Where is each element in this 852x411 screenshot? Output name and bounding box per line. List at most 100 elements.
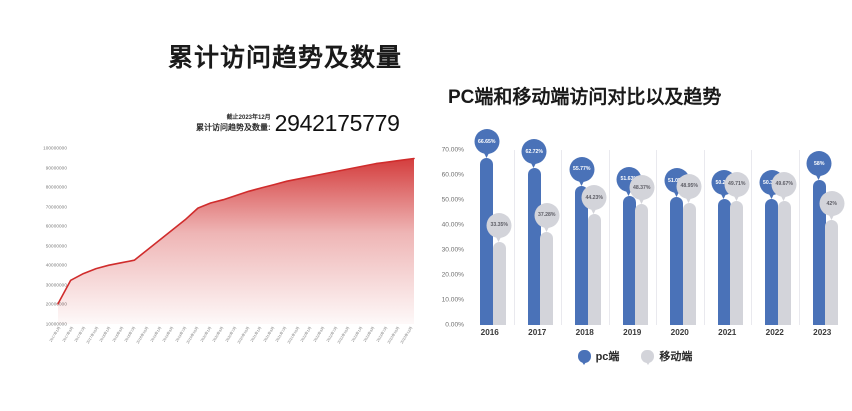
data-label-mobile: 48.37% xyxy=(629,175,655,205)
y-axis-tick: 70.00% xyxy=(441,146,464,154)
x-axis-tick: 2017年10月 xyxy=(85,326,100,345)
y-axis-tick: 90000000 xyxy=(45,165,67,171)
bar-mobile[interactable] xyxy=(587,214,601,325)
x-axis-tick: 2021年1月 xyxy=(250,326,263,343)
x-axis-tick: 2022年1月 xyxy=(300,326,313,343)
x-axis-tick: 2019年4月 xyxy=(162,326,175,343)
x-axis-tick: 2018年1月 xyxy=(99,326,112,343)
x-axis-tick: 2020 xyxy=(670,328,689,337)
x-axis-tick: 2016 xyxy=(480,328,499,337)
chart-legend: pc端 移动端 xyxy=(418,348,852,365)
right-chart-title: PC端和移动端访问对比以及趋势 xyxy=(448,87,722,108)
y-axis-tick: 70000000 xyxy=(45,204,67,210)
y-axis-tick: 30.00% xyxy=(441,246,464,254)
x-axis-tick: 2021年10月 xyxy=(286,326,301,345)
kpi-sublabel: 截止2023年12月 xyxy=(226,115,271,121)
data-label-mobile: 48.95% xyxy=(676,173,702,203)
y-axis-tick: 60.00% xyxy=(441,171,464,179)
bar-mobile[interactable] xyxy=(540,231,554,325)
legend-label: pc端 xyxy=(595,351,620,363)
grid-line xyxy=(656,150,657,325)
legend-marker-mobile-icon xyxy=(641,349,655,365)
data-label-pc: 58% xyxy=(806,151,832,180)
bar-pc[interactable] xyxy=(480,158,494,325)
bar-pc[interactable] xyxy=(812,180,826,325)
kpi-label: 累计访问趋势及数量: xyxy=(196,123,271,132)
y-axis-tick: 50.00% xyxy=(441,196,464,204)
data-label-mobile: 42% xyxy=(819,191,845,220)
left-chart-y-axis: 100000000 90000000 80000000 70000000 6000000… xyxy=(22,145,67,327)
legend-marker-pc-icon xyxy=(577,349,591,365)
y-axis-tick: 80000000 xyxy=(45,184,67,190)
legend-label: 移动端 xyxy=(659,351,693,363)
bar-mobile[interactable] xyxy=(635,204,649,325)
x-axis-tick: 2022年4月 xyxy=(312,326,326,343)
bar-mobile[interactable] xyxy=(682,202,696,325)
kpi-block: 截止2023年12月 累计访问趋势及数量: 2942175779 xyxy=(196,112,400,135)
bar-pc[interactable] xyxy=(670,197,684,325)
bar-mobile[interactable] xyxy=(777,200,791,325)
data-label-pc: 55.77% xyxy=(569,156,595,186)
right-chart-x-axis: 2016 2017 2018 2019 2020 2021 2022 2023 xyxy=(418,328,852,344)
grid-line xyxy=(798,150,800,325)
kpi-label-group: 截止2023年12月 累计访问趋势及数量: xyxy=(196,114,271,135)
bar-pc[interactable] xyxy=(765,199,779,325)
bar-mobile[interactable] xyxy=(825,220,839,325)
bar-pc[interactable] xyxy=(622,195,636,325)
y-axis-tick: 40000000 xyxy=(45,262,67,268)
legend-item[interactable]: pc端 xyxy=(577,348,620,365)
y-axis-tick: 10000000 xyxy=(45,321,67,327)
data-label-pc: 62.72% xyxy=(521,139,547,169)
kpi-value: 2942175779 xyxy=(274,110,400,136)
data-label-mobile: 37.28% xyxy=(534,202,560,232)
data-label-mobile: 33.35% xyxy=(486,212,512,242)
x-axis-tick: 2018年10月 xyxy=(135,326,150,345)
grid-line xyxy=(751,150,752,325)
y-axis-tick: 100000000 xyxy=(43,145,67,151)
data-label-mobile: 49.71% xyxy=(724,171,750,201)
y-axis-tick: 50000000 xyxy=(45,243,67,249)
legend-item[interactable]: 移动端 xyxy=(641,348,693,365)
x-axis-tick: 2020年10月 xyxy=(236,326,250,345)
x-axis-tick: 2021年4月 xyxy=(262,326,276,343)
left-chart-x-axis: 2017年1月 2017年4月 2017年7月 2017年10月 2018年1月 2018… xyxy=(49,326,414,386)
right-chart-y-axis: 0.00% 10.00% 20.00% 30.00% 40.00% 50.00% 60.00… xyxy=(418,146,464,329)
grid-line xyxy=(513,150,515,325)
x-axis-tick: 2019年10月 xyxy=(186,326,200,345)
x-axis-tick: 2023年4月 xyxy=(363,326,376,343)
grid-line xyxy=(561,150,562,325)
y-axis-tick: 20000000 xyxy=(45,301,67,307)
x-axis-tick: 2023年1月 xyxy=(350,326,364,343)
y-axis-tick: 30000000 xyxy=(45,282,67,288)
trend-line xyxy=(57,157,415,305)
y-axis-tick: 10.00% xyxy=(441,296,464,304)
grid-line xyxy=(703,150,705,325)
cumulative-visits-panel: 累计访问趋势及数量 截止2023年12月 累计访问趋势及数量: 29421757… xyxy=(0,0,418,411)
x-axis-tick: 2019年1月 xyxy=(149,326,162,343)
x-axis-tick: 2017年4月 xyxy=(61,326,74,343)
bar-pc[interactable] xyxy=(575,185,589,325)
grouped-bar-chart: 66.65% 33.35% 62.72% 37.28% 55.77% 44.23% 51.6… xyxy=(418,129,852,325)
bar-mobile[interactable] xyxy=(492,241,506,325)
y-axis-tick: 40.00% xyxy=(441,221,464,229)
y-axis-tick: 0.00% xyxy=(445,321,464,329)
x-axis-tick: 2021 xyxy=(718,328,737,337)
cumulative-area-chart xyxy=(57,157,415,324)
x-axis-tick: 2022 xyxy=(765,328,784,337)
bar-mobile[interactable] xyxy=(730,200,744,325)
x-axis-tick: 2019 xyxy=(623,328,642,337)
data-label-mobile: 44.23% xyxy=(581,185,607,215)
area-fill xyxy=(58,158,414,324)
bar-pc[interactable] xyxy=(717,199,731,325)
y-axis-tick: 20.00% xyxy=(441,271,464,279)
data-label-mobile: 49.67% xyxy=(771,171,797,201)
x-axis-tick: 2023 xyxy=(813,328,832,337)
data-label-pc: 66.65% xyxy=(474,129,500,159)
bar-pc[interactable] xyxy=(527,168,541,325)
y-axis-tick: 60000000 xyxy=(45,223,67,229)
left-chart-title: 累计访问趋势及数量 xyxy=(168,44,403,72)
x-axis-tick: 2017 xyxy=(528,328,547,337)
pc-mobile-comparison-panel: PC端和移动端访问对比以及趋势 0.00% 10.00% 20.00% 30.00% 4… xyxy=(418,0,852,411)
x-axis-tick: 2020年4月 xyxy=(212,326,225,343)
x-axis-tick: 2018 xyxy=(575,328,594,337)
